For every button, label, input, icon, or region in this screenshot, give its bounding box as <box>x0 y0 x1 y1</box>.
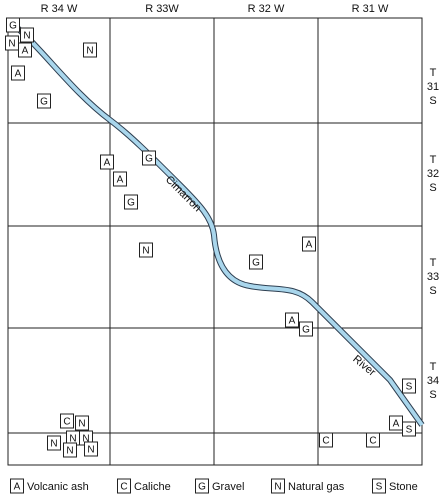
marker: N <box>82 434 89 445</box>
marker-box <box>60 413 74 429</box>
marker-box <box>139 242 153 258</box>
marker: A <box>15 69 22 80</box>
row-label: 34 <box>427 375 439 387</box>
legend-label: Gravel <box>212 481 244 493</box>
marker: N <box>86 46 93 57</box>
marker: S <box>406 382 413 393</box>
marker: A <box>289 316 296 327</box>
marker: A <box>306 240 313 251</box>
marker: A <box>117 175 124 186</box>
row-label: T <box>430 257 437 269</box>
row-label: T <box>430 67 437 79</box>
marker: A <box>22 46 29 57</box>
marker-box <box>249 254 263 270</box>
legend-label: Caliche <box>134 481 171 493</box>
column-label: R 34 W <box>41 3 78 15</box>
marker-box <box>366 432 380 448</box>
marker-box <box>299 321 313 337</box>
legend-symbol-box <box>195 478 209 494</box>
marker-box <box>11 65 25 81</box>
legend-symbol-box <box>10 478 24 494</box>
marker-box <box>285 312 299 328</box>
marker-box <box>142 150 156 166</box>
marker-box <box>18 42 32 58</box>
marker-box <box>6 17 20 33</box>
row-label: S <box>429 182 436 194</box>
column-label: R 31 W <box>352 3 389 15</box>
marker: G <box>9 21 17 32</box>
column-label: R 32 W <box>248 3 285 15</box>
marker-box <box>124 194 138 210</box>
marker: G <box>40 97 48 108</box>
river <box>6 18 424 427</box>
marker: G <box>145 154 153 165</box>
marker: N <box>69 434 76 445</box>
legend-symbol: S <box>376 482 383 493</box>
legend-label: Stone <box>389 481 418 493</box>
marker-box <box>63 442 77 458</box>
marker: N <box>66 446 73 457</box>
marker: C <box>63 417 70 428</box>
row-label: S <box>429 389 436 401</box>
marker-box <box>113 171 127 187</box>
marker-box <box>402 378 416 394</box>
marker: A <box>393 419 400 430</box>
marker: N <box>23 31 30 42</box>
marker: N <box>50 439 57 450</box>
row-label: T <box>430 361 437 373</box>
row-label: 32 <box>427 168 439 180</box>
row-label: 33 <box>427 271 439 283</box>
marker-box <box>75 415 89 431</box>
marker: N <box>87 445 94 456</box>
legend-symbol: G <box>198 482 206 493</box>
legend-symbol: C <box>120 482 127 493</box>
marker: C <box>322 436 329 447</box>
marker: G <box>302 325 310 336</box>
marker-box <box>402 421 416 437</box>
row-label: 31 <box>427 81 439 93</box>
marker: S <box>406 425 413 436</box>
row-label: T <box>430 154 437 166</box>
marker: G <box>127 198 135 209</box>
map-frame <box>7 17 423 466</box>
marker: N <box>78 419 85 430</box>
marker-box <box>20 27 34 43</box>
grid <box>8 18 422 465</box>
row-label: S <box>429 285 436 297</box>
marker: N <box>142 246 149 257</box>
marker: A <box>104 158 111 169</box>
legend-symbol: N <box>274 482 281 493</box>
marker-box <box>47 435 61 451</box>
column-label: R 33W <box>145 3 179 15</box>
river-label: River <box>350 353 378 379</box>
marker: C <box>369 436 376 447</box>
river-label: Cimarron <box>163 174 203 214</box>
marker: N <box>8 39 15 50</box>
marker-box <box>100 154 114 170</box>
marker-box <box>302 236 316 252</box>
marker-box <box>319 432 333 448</box>
marker: G <box>252 258 260 269</box>
legend-symbol-box <box>117 478 131 494</box>
legend-symbol-box <box>372 478 386 494</box>
marker-box <box>84 441 98 457</box>
marker-box <box>37 93 51 109</box>
legend-label: Natural gas <box>288 481 345 493</box>
row-label: S <box>429 95 436 107</box>
marker-box <box>83 42 97 58</box>
legend-symbol-box <box>271 478 285 494</box>
legend-label: Volcanic ash <box>27 481 89 493</box>
legend-symbol: A <box>14 482 21 493</box>
